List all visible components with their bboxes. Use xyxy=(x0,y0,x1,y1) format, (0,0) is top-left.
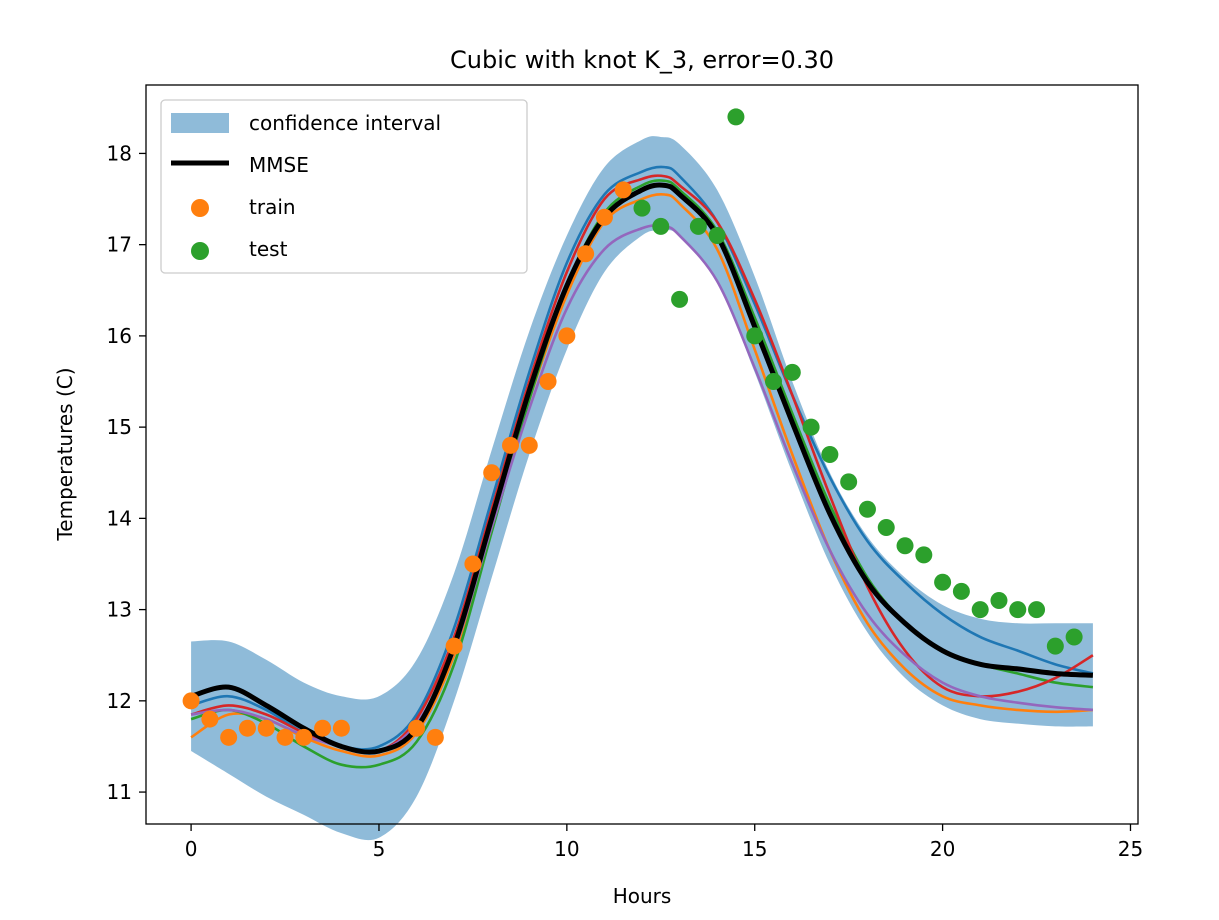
train-point xyxy=(614,181,632,199)
y-tick-label: 11 xyxy=(107,780,132,804)
sample-curve-2 xyxy=(190,192,1093,758)
y-tick-label: 13 xyxy=(107,598,132,622)
legend-label-mmse: MMSE xyxy=(249,153,309,177)
test-point xyxy=(990,591,1008,609)
legend-train-swatch xyxy=(191,199,209,217)
test-point xyxy=(1009,601,1027,619)
x-tick-label: 15 xyxy=(742,837,767,861)
train-point xyxy=(464,555,482,573)
test-point xyxy=(783,363,801,381)
train-point xyxy=(257,719,275,737)
train-point xyxy=(201,710,219,728)
test-point xyxy=(915,546,933,564)
test-point xyxy=(802,418,820,436)
x-tick-label: 0 xyxy=(185,837,198,861)
x-axis-label: Hours xyxy=(613,884,672,908)
plot-area xyxy=(182,108,1094,841)
train-point xyxy=(445,637,463,655)
legend-label-confidence-interval: confidence interval xyxy=(249,111,441,135)
train-point xyxy=(332,719,350,737)
train-points-layer xyxy=(182,181,632,746)
legend-label-test: test xyxy=(249,237,288,261)
x-axis-ticks: 0 5 10 15 20 25 xyxy=(185,824,1143,861)
legend-label-train: train xyxy=(249,195,296,219)
train-point xyxy=(426,728,444,746)
test-point xyxy=(858,500,876,518)
confidence-band xyxy=(191,136,1093,841)
train-point xyxy=(408,719,426,737)
test-point xyxy=(708,227,726,245)
test-point xyxy=(765,373,783,391)
train-point xyxy=(520,436,538,454)
y-tick-label: 14 xyxy=(107,506,132,530)
confidence-band-layer xyxy=(191,136,1093,841)
y-tick-label: 15 xyxy=(107,415,132,439)
test-point xyxy=(971,601,989,619)
train-point xyxy=(182,692,200,710)
test-point xyxy=(934,573,952,591)
test-point xyxy=(633,199,651,217)
test-point xyxy=(877,518,895,536)
train-point xyxy=(220,728,238,746)
y-tick-label: 16 xyxy=(107,324,132,348)
x-tick-label: 20 xyxy=(930,837,955,861)
test-point xyxy=(896,537,914,555)
train-point xyxy=(314,719,332,737)
train-point xyxy=(295,728,313,746)
train-point xyxy=(558,327,576,345)
train-point xyxy=(276,728,294,746)
train-point xyxy=(501,436,519,454)
mmse-line xyxy=(190,182,1094,755)
test-point xyxy=(952,582,970,600)
x-tick-label: 10 xyxy=(554,837,579,861)
test-point xyxy=(1046,637,1064,655)
test-point xyxy=(652,217,670,235)
train-point xyxy=(577,245,595,263)
test-point xyxy=(727,108,745,126)
x-tick-label: 5 xyxy=(373,837,386,861)
test-point xyxy=(840,473,858,491)
test-points-layer xyxy=(633,108,1083,655)
train-point xyxy=(483,464,501,482)
test-point xyxy=(1065,628,1083,646)
test-point xyxy=(746,327,764,345)
y-axis-ticks: 11 12 13 14 15 16 17 18 xyxy=(107,141,146,804)
legend-band-swatch xyxy=(171,113,229,133)
train-point xyxy=(595,208,613,226)
plot-frame xyxy=(145,84,1139,825)
legend-test-swatch xyxy=(191,242,209,260)
test-point xyxy=(671,290,689,308)
test-point xyxy=(821,446,839,463)
legend: confidence interval MMSE train test xyxy=(160,99,528,274)
y-tick-label: 18 xyxy=(107,141,132,165)
test-point xyxy=(1028,601,1046,619)
train-point xyxy=(539,373,557,391)
test-point xyxy=(689,217,707,235)
legend-frame xyxy=(160,99,528,274)
y-tick-label: 12 xyxy=(107,689,132,713)
y-axis-label: Temperatures (C) xyxy=(53,367,77,541)
y-tick-label: 17 xyxy=(107,233,132,257)
train-point xyxy=(238,719,256,737)
x-tick-label: 25 xyxy=(1118,837,1143,861)
chart-title: Cubic with knot K_3, error=0.30 xyxy=(450,46,834,74)
mmse-layer xyxy=(190,182,1094,755)
